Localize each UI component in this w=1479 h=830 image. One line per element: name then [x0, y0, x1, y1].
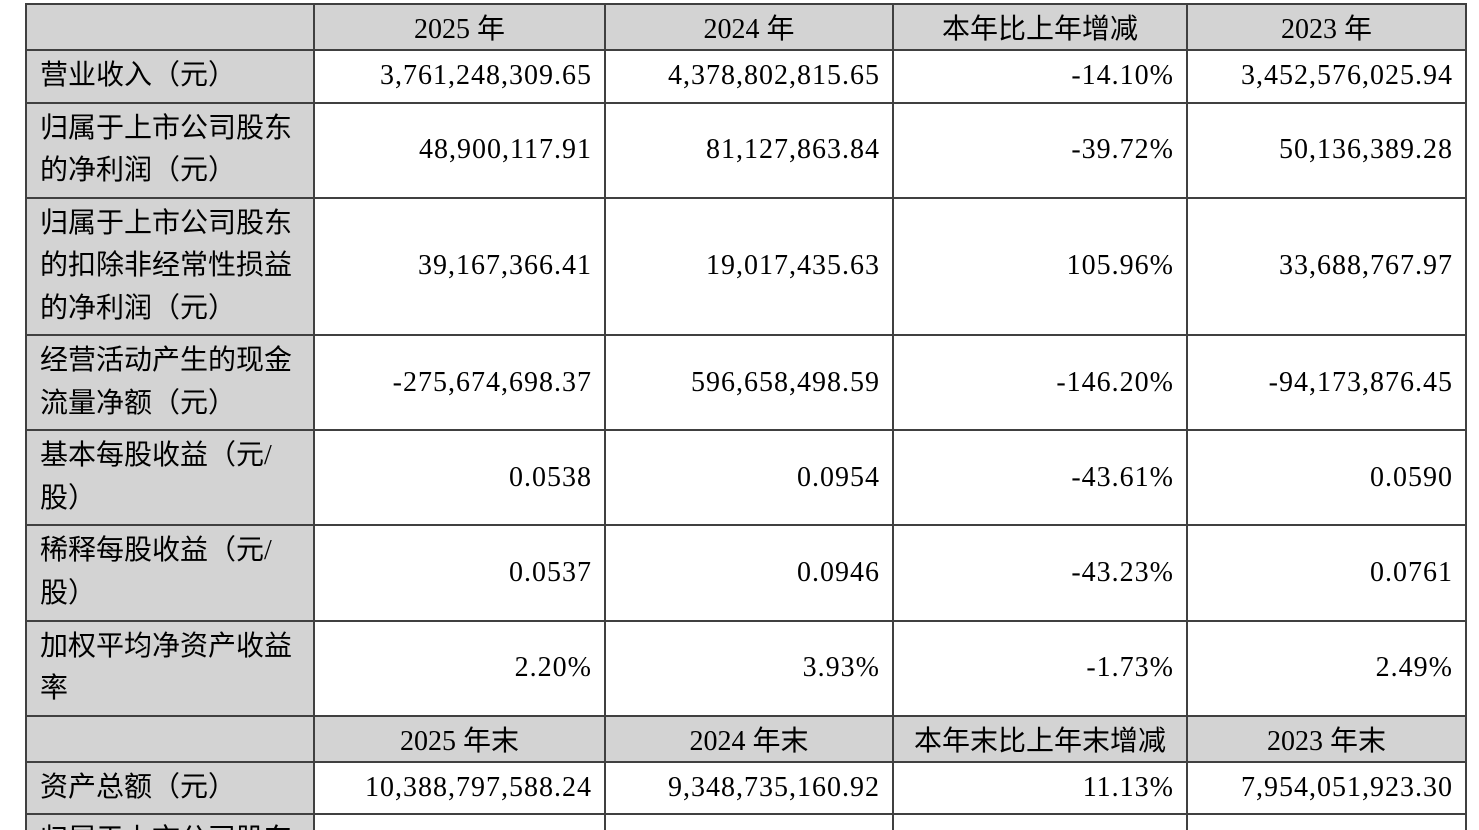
cell-2024: 2,051,536,601.25: [604, 813, 894, 830]
cell-2025: 0.0538: [313, 429, 606, 527]
col-header-yoy-change: 本年比上年增减: [892, 3, 1188, 51]
header-row-year-end: 2025 年末 2024 年末 本年末比上年末增减 2023 年末: [25, 714, 1467, 763]
row-label: 稀释每股收益（元/ 股）: [25, 524, 315, 622]
col-header-2024-end: 2024 年末: [604, 714, 894, 763]
row-label: 经营活动产生的现金 流量净额（元）: [25, 334, 315, 432]
cell-change: -14.10%: [892, 49, 1188, 104]
cell-2024: 81,127,863.84: [604, 101, 894, 199]
row-net-profit-attributable: 归属于上市公司股东 的净利润（元） 48,900,117.91 81,127,8…: [25, 101, 1467, 199]
cell-change: 105.96%: [892, 196, 1188, 337]
cell-2023: 2,022,768,554.29: [1186, 813, 1467, 830]
cell-2025: 0.0537: [313, 524, 606, 622]
cell-2025: 3,761,248,309.65: [313, 49, 606, 104]
cell-2023: 50,136,389.28: [1186, 101, 1467, 199]
row-label: 归属于上市公司股东 的扣除非经常性损益 的净利润（元）: [25, 196, 315, 337]
row-basic-eps: 基本每股收益（元/ 股） 0.0538 0.0954 -43.61% 0.059…: [25, 429, 1467, 527]
cell-2025: 10,388,797,588.24: [313, 760, 606, 816]
cell-2024: 0.0946: [604, 524, 894, 622]
cell-2023: 3,452,576,025.94: [1186, 49, 1467, 104]
cell-2024: 9,348,735,160.92: [604, 760, 894, 816]
cell-2023: 0.0761: [1186, 524, 1467, 622]
col-header-2023: 2023 年: [1186, 3, 1467, 51]
row-label: 归属于上市公司股东 的净利润（元）: [25, 101, 315, 199]
cell-2025: 48,900,117.91: [313, 101, 606, 199]
cell-2023: 0.0590: [1186, 429, 1467, 527]
cell-2025: 2.20%: [313, 619, 606, 717]
cell-2023: 7,954,051,923.30: [1186, 760, 1467, 816]
row-net-profit-excl-nonrecurring: 归属于上市公司股东 的扣除非经常性损益 的净利润（元） 39,167,366.4…: [25, 196, 1467, 337]
cell-2023: 2.49%: [1186, 619, 1467, 717]
cell-2024: 3.93%: [604, 619, 894, 717]
cell-2023: 33,688,767.97: [1186, 196, 1467, 337]
row-label: 营业收入（元）: [25, 49, 315, 104]
corner-cell: [25, 3, 315, 51]
cell-change: -1.73%: [892, 619, 1188, 717]
row-weighted-avg-roe: 加权平均净资产收益 率 2.20% 3.93% -1.73% 2.49%: [25, 619, 1467, 717]
row-diluted-eps: 稀释每股收益（元/ 股） 0.0537 0.0946 -43.23% 0.076…: [25, 524, 1467, 622]
cell-change: -146.20%: [892, 334, 1188, 432]
row-net-assets-attributable: 归属于上市公司股东 的净资产（元） 2,611,349,014.64 2,051…: [25, 813, 1467, 830]
row-label: 加权平均净资产收益 率: [25, 619, 315, 717]
cell-2024: 19,017,435.63: [604, 196, 894, 337]
financial-summary-table: 2025 年 2024 年 本年比上年增减 2023 年 营业收入（元） 3,7…: [25, 3, 1467, 830]
col-header-2025: 2025 年: [313, 3, 606, 51]
row-operating-cash-flow: 经营活动产生的现金 流量净额（元） -275,674,698.37 596,65…: [25, 334, 1467, 432]
col-header-2025-end: 2025 年末: [313, 714, 606, 763]
row-label: 基本每股收益（元/ 股）: [25, 429, 315, 527]
col-header-2023-end: 2023 年末: [1186, 714, 1467, 763]
cell-2024: 4,378,802,815.65: [604, 49, 894, 104]
col-header-2024: 2024 年: [604, 3, 894, 51]
row-label: 资产总额（元）: [25, 760, 315, 816]
cell-change: 11.13%: [892, 760, 1188, 816]
corner-cell: [25, 714, 315, 763]
cell-2024: 596,658,498.59: [604, 334, 894, 432]
col-header-year-end-change: 本年末比上年末增减: [892, 714, 1188, 763]
cell-change: -43.61%: [892, 429, 1188, 527]
cell-2025: 39,167,366.41: [313, 196, 606, 337]
cell-2025: 2,611,349,014.64: [313, 813, 606, 830]
row-label: 归属于上市公司股东 的净资产（元）: [25, 813, 315, 830]
cell-change: -43.23%: [892, 524, 1188, 622]
cell-2024: 0.0954: [604, 429, 894, 527]
cell-change: -39.72%: [892, 101, 1188, 199]
cell-2025: -275,674,698.37: [313, 334, 606, 432]
row-operating-revenue: 营业收入（元） 3,761,248,309.65 4,378,802,815.6…: [25, 49, 1467, 104]
header-row-annual: 2025 年 2024 年 本年比上年增减 2023 年: [25, 3, 1467, 51]
cell-change: 27.29%: [892, 813, 1188, 830]
row-total-assets: 资产总额（元） 10,388,797,588.24 9,348,735,160.…: [25, 760, 1467, 816]
cell-2023: -94,173,876.45: [1186, 334, 1467, 432]
